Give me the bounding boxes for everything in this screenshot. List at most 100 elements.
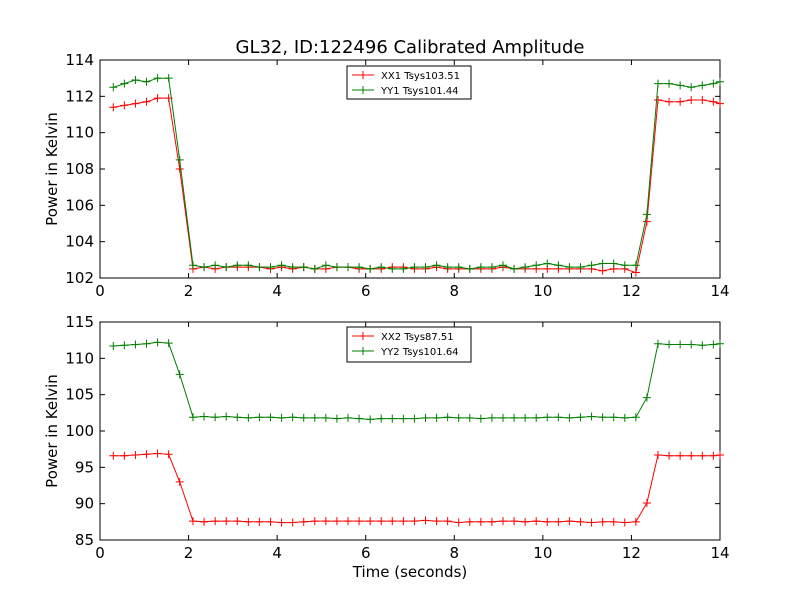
data-point	[543, 413, 552, 422]
data-point	[399, 264, 408, 273]
data-point	[554, 413, 563, 422]
data-point	[131, 75, 140, 84]
data-point	[698, 81, 707, 90]
data-point	[109, 341, 118, 350]
data-point	[631, 268, 640, 277]
data-point	[454, 263, 463, 272]
chart-title: GL32, ID:122496 Calibrated Amplitude	[236, 37, 585, 58]
data-point	[355, 414, 364, 423]
data-point	[153, 94, 162, 103]
data-point	[222, 517, 231, 526]
data-point	[499, 261, 507, 270]
data-point	[676, 340, 685, 349]
legend-swatch-marker	[359, 332, 367, 340]
data-point	[288, 413, 297, 422]
data-point	[321, 413, 330, 422]
data-point	[131, 450, 140, 459]
data-point	[142, 77, 151, 86]
y-tick-label: 115	[65, 313, 94, 331]
data-point	[631, 517, 640, 526]
legend-entry-label: YY2 Tsys101.64	[380, 347, 459, 358]
data-point	[565, 263, 574, 272]
x-tick-label: 0	[95, 544, 105, 562]
data-point	[233, 413, 242, 422]
x-tick-label: 6	[361, 544, 371, 562]
x-tick-label: 4	[272, 282, 282, 300]
data-point	[598, 413, 607, 422]
data-point	[543, 259, 552, 268]
data-point	[709, 97, 718, 106]
data-point	[687, 451, 696, 460]
data-point	[476, 263, 485, 272]
data-point	[131, 99, 140, 108]
data-point	[120, 79, 129, 88]
x-tick-label: 12	[622, 544, 641, 562]
data-point	[620, 413, 629, 422]
data-point	[587, 261, 596, 270]
data-point	[443, 413, 452, 422]
data-point	[189, 261, 197, 270]
data-point	[532, 517, 541, 526]
data-point	[454, 413, 463, 422]
data-point	[164, 74, 173, 83]
data-point	[366, 264, 375, 273]
data-point	[120, 451, 129, 460]
x-tick-label: 14	[710, 282, 729, 300]
data-point	[465, 413, 474, 422]
x-tick-label: 12	[622, 282, 641, 300]
y-axis-label: Power in Kelvin	[43, 374, 61, 488]
data-point	[277, 261, 286, 270]
data-point	[366, 415, 375, 424]
series-1	[109, 449, 724, 527]
data-point	[142, 339, 151, 348]
y-tick-label: 90	[75, 495, 94, 513]
data-point	[432, 517, 441, 526]
x-tick-label: 10	[533, 282, 552, 300]
data-point	[244, 517, 253, 526]
legend-swatch-marker	[359, 71, 367, 79]
data-point	[164, 450, 173, 459]
data-point	[344, 263, 352, 272]
data-point	[716, 99, 724, 108]
data-point	[277, 413, 286, 422]
x-tick-label: 10	[533, 544, 552, 562]
data-point	[676, 451, 685, 460]
data-point	[120, 341, 129, 350]
data-point	[709, 79, 718, 88]
data-point	[344, 517, 352, 526]
data-point	[665, 79, 674, 88]
data-point	[233, 517, 242, 526]
data-point	[487, 413, 496, 422]
data-point	[410, 263, 419, 272]
y-tick-label: 95	[75, 458, 94, 476]
data-point	[665, 340, 674, 349]
data-point	[310, 413, 319, 422]
y-tick-label: 110	[65, 124, 94, 142]
data-point	[266, 517, 275, 526]
data-point	[465, 264, 474, 273]
data-point	[476, 517, 485, 526]
data-point	[120, 101, 129, 110]
plot-panel-2: 0 2 4 6 8 10 12 14 85 90 95 100 105 110 115 Power in Ke…	[43, 313, 730, 581]
y-tick-label: 108	[65, 160, 94, 178]
data-point	[142, 450, 151, 459]
y-tick-label: 85	[75, 531, 94, 549]
data-point	[421, 516, 430, 525]
data-point	[487, 263, 496, 272]
data-point	[299, 517, 308, 526]
data-point	[587, 518, 596, 527]
data-point	[443, 517, 452, 526]
y-tick-label: 104	[65, 233, 94, 251]
data-point	[109, 83, 118, 92]
data-point	[598, 517, 607, 526]
data-point	[222, 412, 231, 421]
y-tick-label: 110	[65, 349, 94, 367]
data-point	[665, 451, 674, 460]
data-point	[321, 517, 330, 526]
data-point	[521, 413, 530, 422]
data-point	[576, 517, 585, 526]
data-point	[565, 413, 574, 422]
y-tick-label: 112	[65, 87, 94, 105]
data-point	[399, 414, 408, 423]
